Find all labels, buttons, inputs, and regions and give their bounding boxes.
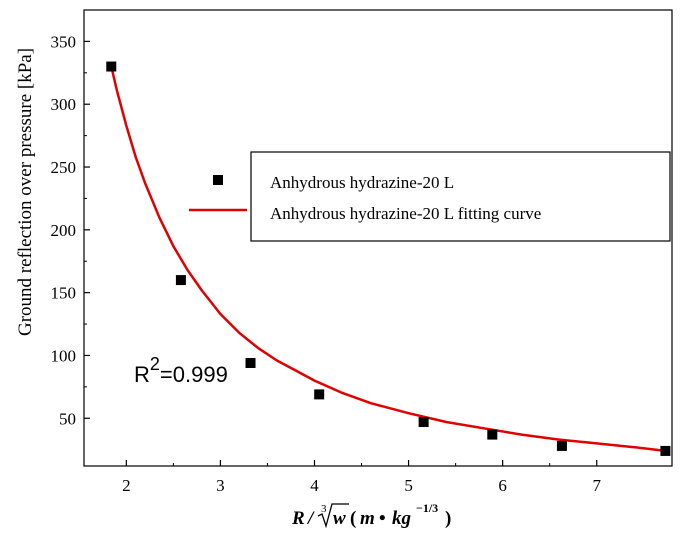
legend-box [250,151,671,242]
y-tick-label: 150 [51,284,77,303]
legend-label-points: Anhydrous hydrazine-20 L [270,173,454,192]
legend: Anhydrous hydrazine-20 L Anhydrous hydra… [189,151,671,242]
x-axis-title-kg: kg [392,508,411,529]
x-tick-label: 7 [592,476,601,495]
legend-label-curve: Anhydrous hydrazine-20 L fitting curve [270,204,541,223]
x-axis-title-root-index: 3 [321,503,327,515]
data-point [556,440,567,451]
data-point [106,61,117,72]
data-point [175,275,186,286]
x-tick-label: 3 [216,476,225,495]
y-tick-label: 350 [51,32,77,51]
data-point [487,429,498,440]
axes [83,9,673,467]
x-axis-title-r: R [291,508,305,529]
r-squared-superscript: 2 [150,354,160,374]
data-points-series [106,61,671,456]
x-axis-title-slash: / [306,508,315,529]
y-tick-label: 250 [51,158,77,177]
r-squared-base: R [134,362,150,387]
fitting-curve-line [110,66,666,453]
y-axis-title: Ground reflection over pressure [kPa] [15,48,36,336]
x-axis-ticks: 2 3 4 5 6 7 [122,460,601,495]
data-point [660,445,671,456]
plot-frame [83,9,673,467]
x-axis-title-exponent: −1/3 [416,501,438,515]
x-axis-title-open-paren: ( [350,508,356,529]
x-tick-label: 2 [122,476,131,495]
x-tick-label: 6 [498,476,507,495]
x-tick-label: 5 [404,476,413,495]
r-squared-annotation: R2=0.999 [134,354,228,387]
radical-sign-icon [317,503,349,529]
x-axis-title: R / 3 w ( m • kg −1/3 ) [291,501,451,529]
y-tick-label: 300 [51,95,77,114]
data-point [314,389,325,400]
y-tick-label: 50 [59,409,76,428]
x-tick-label: 4 [310,476,319,495]
x-axis-title-bullet: • [379,508,386,529]
x-axis-title-close-paren: ) [445,508,451,529]
r-squared-value: =0.999 [160,362,228,387]
y-axis-ticks: 50 100 150 200 250 300 350 [51,32,90,428]
fitting-curve-series [110,66,666,453]
data-point [245,357,256,368]
y-tick-label: 100 [51,346,77,365]
x-axis-title-m: m [360,508,375,529]
x-axis-title-w: w [333,508,346,529]
y-tick-label: 200 [51,221,77,240]
legend-marker-square [213,175,223,185]
data-point [418,417,429,428]
